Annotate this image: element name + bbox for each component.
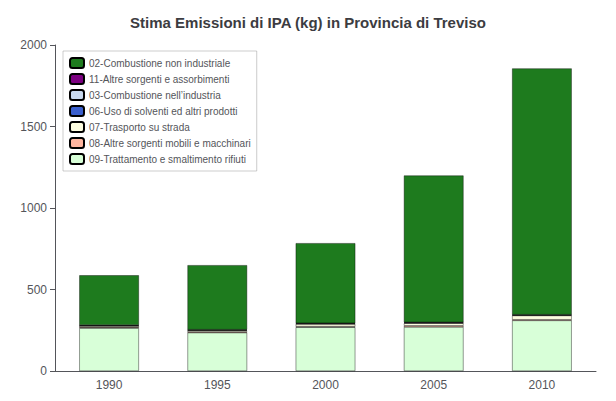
svg-text:1995: 1995	[204, 378, 231, 392]
svg-text:0: 0	[40, 364, 47, 378]
svg-text:2000: 2000	[20, 38, 47, 52]
svg-text:11-Altre sorgenti e assorbimen: 11-Altre sorgenti e assorbimenti	[89, 74, 229, 85]
svg-text:07-Trasporto su strada: 07-Trasporto su strada	[89, 122, 190, 133]
svg-text:2000: 2000	[312, 378, 339, 392]
svg-text:Stima Emissioni di IPA (kg) in: Stima Emissioni di IPA (kg) in Provincia…	[130, 14, 486, 31]
svg-text:1990: 1990	[96, 378, 123, 392]
svg-text:06-Uso di solventi ed altri pr: 06-Uso di solventi ed altri prodotti	[89, 106, 237, 117]
svg-text:2005: 2005	[420, 378, 447, 392]
svg-text:500: 500	[27, 283, 47, 297]
svg-text:1000: 1000	[20, 201, 47, 215]
svg-text:09-Trattamento e smaltimento r: 09-Trattamento e smaltimento rifiuti	[89, 154, 246, 165]
svg-text:03-Combustione nell’industria: 03-Combustione nell’industria	[89, 90, 221, 101]
svg-text:2010: 2010	[529, 378, 556, 392]
svg-text:02-Combustione non industriale: 02-Combustione non industriale	[89, 58, 231, 69]
svg-text:1500: 1500	[20, 120, 47, 134]
svg-text:08-Altre sorgenti mobili e mac: 08-Altre sorgenti mobili e macchinari	[89, 138, 251, 149]
